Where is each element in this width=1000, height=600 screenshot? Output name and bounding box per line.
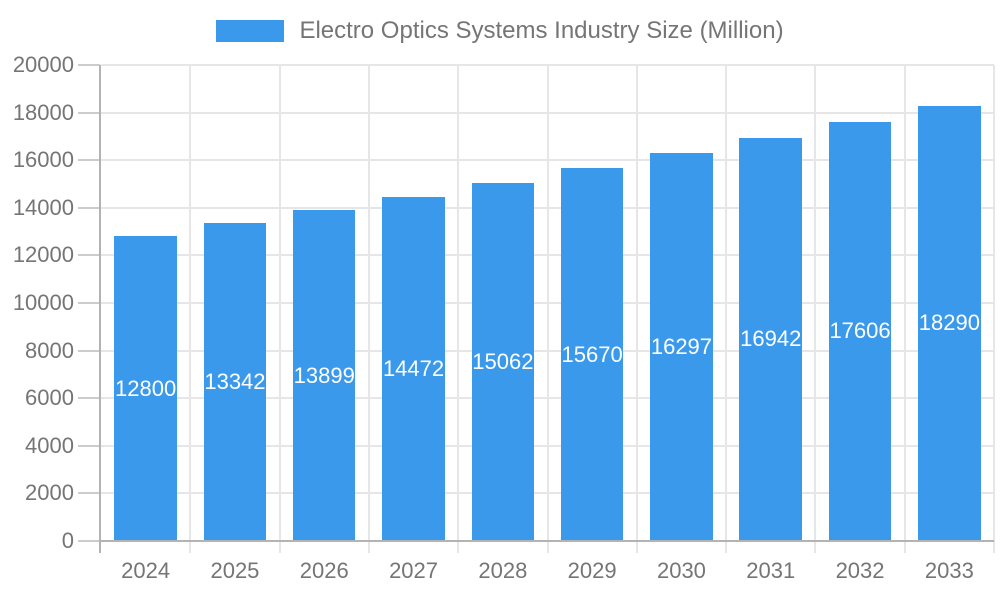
bar-value-label: 18290 bbox=[918, 310, 980, 336]
y-axis-tick bbox=[78, 111, 100, 114]
x-axis: 2024 2025 2026 2027 2028 2029 2030 2031 2032 2033 bbox=[101, 558, 994, 590]
vertical-gridline bbox=[635, 65, 638, 553]
y-axis-tick bbox=[78, 492, 100, 495]
y-axis-line bbox=[99, 65, 101, 553]
vertical-gridline bbox=[725, 65, 728, 553]
y-axis-tick bbox=[78, 397, 100, 400]
x-axis-baseline bbox=[101, 540, 994, 542]
bar[interactable]: 16942 bbox=[739, 137, 802, 541]
y-axis-tick-label: 4000 bbox=[25, 432, 74, 458]
bar[interactable]: 17606 bbox=[828, 121, 892, 541]
vertical-gridline bbox=[903, 65, 906, 553]
x-axis-tick-label: 2026 bbox=[299, 558, 349, 583]
vertical-gridline bbox=[546, 65, 549, 553]
y-axis-tick bbox=[78, 64, 100, 66]
y-axis-tick bbox=[78, 349, 100, 352]
bar[interactable]: 12800 bbox=[114, 236, 177, 541]
y-axis-tick bbox=[78, 254, 100, 257]
x-axis-tick-label: 2027 bbox=[389, 558, 439, 583]
y-axis-tick bbox=[78, 302, 100, 304]
x-axis-tick-label: 2033 bbox=[924, 558, 974, 583]
vertical-gridline bbox=[993, 65, 995, 553]
y-axis: 0 2000 4000 6000 8000 10000 12000 14000 16000 180… bbox=[0, 54, 100, 552]
x-axis-tick-label: 2025 bbox=[210, 558, 260, 583]
legend: Electro Optics Systems Industry Size (Mi… bbox=[0, 17, 1000, 45]
bar-value-label: 12800 bbox=[115, 375, 177, 401]
bar-value-label: 13899 bbox=[293, 362, 355, 388]
plot-area: 12800 13342 13899 14472 15062 15670 16297 16942… bbox=[101, 64, 995, 553]
y-axis-tick-label: 6000 bbox=[25, 385, 74, 411]
x-axis-tick-label: 2032 bbox=[835, 558, 885, 583]
bar[interactable]: 15670 bbox=[560, 168, 624, 541]
y-axis-tick bbox=[78, 159, 100, 162]
bar-value-label: 14472 bbox=[382, 355, 445, 381]
vertical-gridline bbox=[367, 65, 370, 553]
x-axis-tick-label: 2029 bbox=[567, 558, 617, 583]
vertical-gridline bbox=[814, 65, 817, 553]
y-axis-tick-label: 10000 bbox=[12, 290, 74, 315]
x-axis-tick-label: 2031 bbox=[746, 558, 796, 583]
y-axis-tick bbox=[78, 540, 100, 542]
y-axis-tick-label: 20000 bbox=[12, 52, 74, 77]
bar[interactable]: 13899 bbox=[292, 210, 356, 541]
legend-label: Electro Optics Systems Industry Size (Mi… bbox=[299, 17, 784, 44]
y-axis-tick-label: 18000 bbox=[12, 99, 74, 125]
bar[interactable]: 18290 bbox=[918, 105, 981, 541]
y-axis-tick-label: 2000 bbox=[25, 480, 74, 506]
legend-swatch bbox=[216, 20, 285, 42]
y-axis-tick-label: 12000 bbox=[12, 242, 74, 268]
bar-value-label: 15670 bbox=[561, 341, 623, 367]
vertical-gridline bbox=[278, 65, 281, 553]
y-axis-tick-label: 14000 bbox=[12, 194, 74, 220]
y-axis-tick-label: 8000 bbox=[25, 337, 74, 363]
bar[interactable]: 16297 bbox=[650, 153, 713, 541]
x-axis-tick-label: 2030 bbox=[656, 558, 706, 583]
y-axis-tick-label: 0 bbox=[61, 528, 74, 553]
bar-value-label: 17606 bbox=[829, 318, 891, 344]
bar[interactable]: 14472 bbox=[382, 196, 445, 541]
y-axis-tick bbox=[78, 206, 100, 209]
y-axis-tick bbox=[78, 444, 100, 447]
x-axis-tick-label: 2024 bbox=[121, 558, 171, 583]
bar[interactable]: 15062 bbox=[471, 182, 535, 541]
x-axis-tick-label: 2028 bbox=[478, 558, 528, 583]
bar-value-label: 13342 bbox=[204, 369, 266, 395]
y-axis-tick-label: 16000 bbox=[12, 147, 74, 173]
vertical-gridline bbox=[189, 65, 192, 553]
vertical-gridline bbox=[457, 65, 460, 553]
bar-value-label: 15062 bbox=[472, 348, 534, 374]
bar-value-label: 16942 bbox=[740, 326, 802, 352]
bar-value-label: 16297 bbox=[650, 333, 713, 359]
bar[interactable]: 13342 bbox=[203, 223, 267, 541]
